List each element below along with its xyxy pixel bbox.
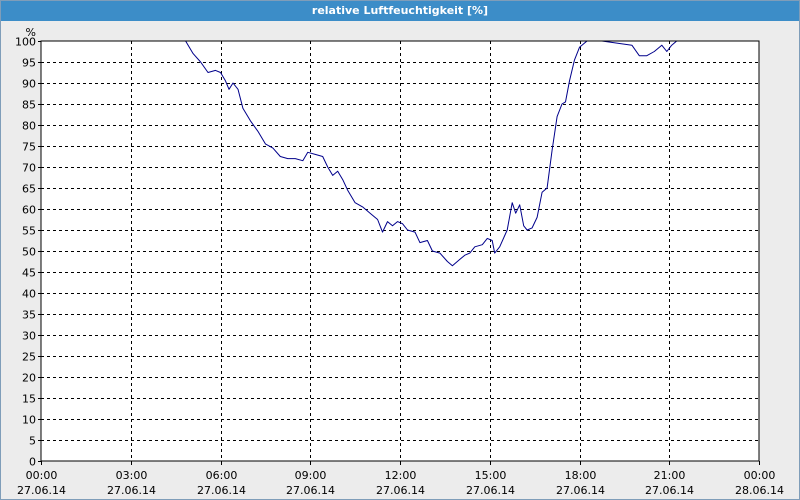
y-tick-label: 25: [22, 351, 36, 364]
y-tick-label: 85: [22, 99, 36, 112]
y-tick-label: 5: [29, 435, 36, 448]
y-tick-label: 65: [22, 183, 36, 196]
y-tick-label: 40: [22, 288, 36, 301]
x-tick-date-label: 28.06.14: [735, 484, 784, 497]
y-tick-label: 35: [22, 309, 36, 322]
series-layer: [41, 40, 759, 267]
y-tick-label: 60: [22, 204, 36, 217]
x-tick-date-label: 27.06.14: [286, 484, 335, 497]
x-tick-date-label: 27.06.14: [376, 484, 425, 497]
x-tick-time-label: 06:00: [206, 469, 238, 482]
x-tick-time-label: 15:00: [475, 469, 507, 482]
x-tick-time-label: 00:00: [744, 469, 776, 482]
x-tick-time-label: 09:00: [295, 469, 327, 482]
x-tick-date-label: 27.06.14: [197, 484, 246, 497]
tick-labels: 0 5 10 15 20 25 30 35 40 45 50 55 60 65 70 75 80 85 90 95 10…: [15, 36, 784, 498]
x-tick-date-label: 27.06.14: [645, 484, 694, 497]
y-tick-label: 30: [22, 330, 36, 343]
grid: [41, 41, 759, 461]
y-tick-label: 20: [22, 372, 36, 385]
x-tick-time-label: 00:00: [26, 469, 58, 482]
x-tick-time-label: 21:00: [654, 469, 686, 482]
y-tick-label: 50: [22, 246, 36, 259]
y-axis-label: %: [26, 26, 36, 39]
x-tick-date-label: 27.06.14: [17, 484, 66, 497]
y-tick-label: 75: [22, 141, 36, 154]
y-tick-label: 90: [22, 78, 36, 91]
plot-border: [40, 40, 760, 462]
x-tick-date-label: 27.06.14: [107, 484, 156, 497]
humidity-series-line: [41, 40, 759, 267]
y-tick-label: 70: [22, 162, 36, 175]
x-tick-date-label: 27.06.14: [556, 484, 605, 497]
chart-title: relative Luftfeuchtigkeit [%]: [1, 1, 799, 21]
y-tick-label: 95: [22, 57, 36, 70]
x-tick-time-label: 18:00: [565, 469, 597, 482]
y-tick-label: 80: [22, 120, 36, 133]
y-tick-label: 15: [22, 393, 36, 406]
x-tick-time-label: 12:00: [385, 469, 417, 482]
x-tick-date-label: 27.06.14: [466, 484, 515, 497]
x-tick-time-label: 03:00: [116, 469, 148, 482]
y-tick-label: 55: [22, 225, 36, 238]
y-tick-label: 100: [15, 36, 36, 49]
y-tick-label: 45: [22, 267, 36, 280]
y-tick-label: 0: [29, 456, 36, 469]
y-tick-label: 10: [22, 414, 36, 427]
